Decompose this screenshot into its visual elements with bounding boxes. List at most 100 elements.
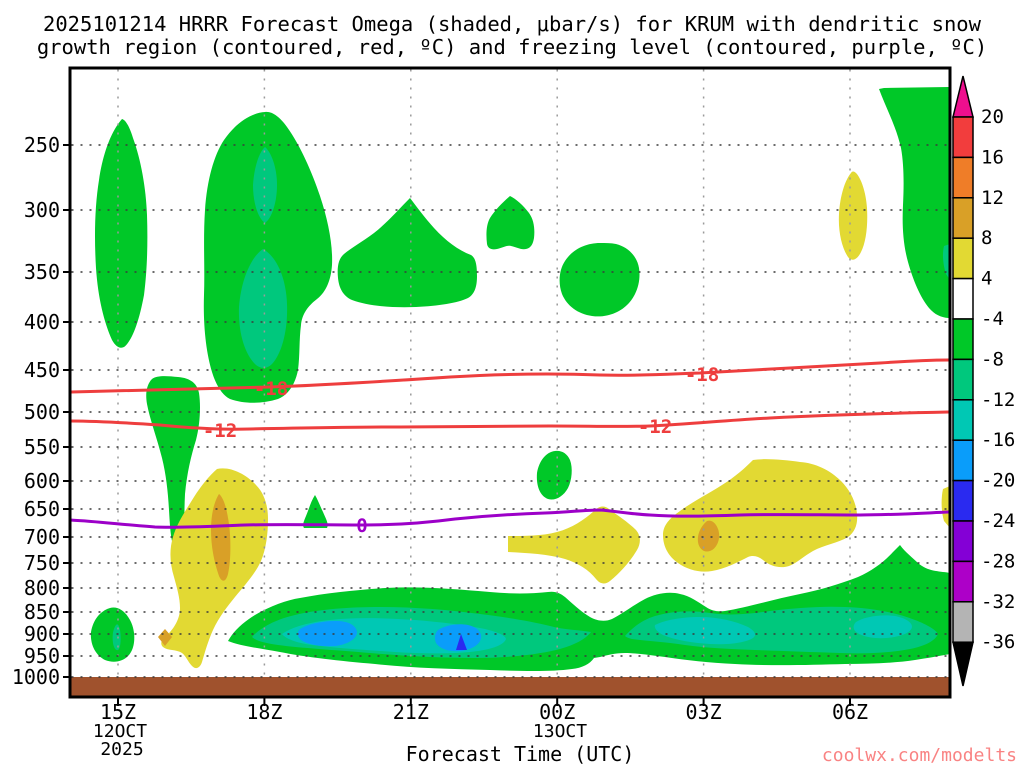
y-axis-labels: 250 300 350 400 450 500 550 600 650 700 …: [12, 133, 60, 689]
colorbar-band: [952, 237, 974, 280]
colorbar-label: -8: [981, 348, 1004, 370]
skyblue-core-19z: [297, 621, 357, 647]
teal-core-18z-small: [253, 147, 277, 223]
colorbar-label: 4: [981, 268, 992, 290]
x-tick-label: 03Z: [686, 700, 722, 724]
y-tick-label: 1000: [12, 665, 60, 689]
green-dome-21z: [337, 198, 477, 308]
y-tick-label: 800: [24, 576, 60, 600]
y-tick-label: 500: [24, 400, 60, 424]
colorbar-label: -32: [981, 591, 1015, 613]
blue-core-22z: [456, 634, 467, 650]
y-tick-label: 650: [24, 497, 60, 521]
colorbar-label: -4: [981, 308, 1004, 330]
teal-sliver-15z-low: [112, 624, 121, 651]
yellow-strip-right-edge: [941, 486, 949, 527]
colorbar-band: [952, 399, 974, 441]
y-tick-label: 250: [24, 133, 60, 157]
colorbar-band: [952, 277, 974, 320]
green-blob-15z-low: [90, 607, 135, 662]
colorbar-under-arrow: [952, 641, 974, 687]
yellow-oval-06z-upper: [838, 171, 868, 260]
green-oval-00z: [559, 243, 640, 317]
terrain-surface-strip: [71, 677, 949, 696]
x-axis-title: Forecast Time (UTC): [406, 742, 635, 766]
green-cap-23z: [486, 196, 535, 250]
colorbar-band: [952, 439, 974, 482]
chart-title-line2: growth region (contoured, red, ºC) and f…: [37, 35, 987, 59]
colorbar-band: [952, 601, 974, 643]
colorbar-label: -16: [981, 429, 1015, 451]
yellow-bowtie-00z: [508, 506, 640, 584]
colorbar-label: -36: [981, 631, 1015, 653]
gridlines: [71, 69, 949, 678]
green-column-16z-mid: [146, 376, 200, 550]
y-tick-label: 600: [24, 469, 60, 493]
colorbar-band: [952, 358, 974, 401]
y-tick-label: 450: [24, 358, 60, 382]
teal-core-18z-large: [238, 249, 288, 368]
y-tick-label: 350: [24, 260, 60, 284]
green-region-15z-upper: [95, 119, 148, 348]
colorbar-label: 20: [981, 106, 1004, 128]
contour-freezing-level: [71, 508, 949, 529]
colorbar-label: -24: [981, 510, 1015, 532]
colorbar-band: [952, 520, 974, 563]
amber-core-03z: [697, 520, 720, 552]
contour-label-zero: 0: [356, 515, 367, 537]
y-tick-label: 300: [24, 198, 60, 222]
x-tick-label: 06Z: [832, 700, 868, 724]
x-year-label: 2025: [100, 739, 143, 760]
colorbar-label: -12: [981, 389, 1015, 411]
chart-title-line1: 2025101214 HRRR Forecast Omega (shaded, …: [43, 12, 982, 36]
x-date-label-second: 13OCT: [533, 721, 587, 742]
x-tick-label: 21Z: [393, 700, 429, 724]
contour-label-minus18-right: -18: [685, 364, 719, 386]
y-tick-label: 400: [24, 310, 60, 334]
skyblue-core-22z: [434, 624, 482, 652]
x-tick-label: 18Z: [246, 700, 282, 724]
x-axis-labels: 15Z 18Z 21Z 00Z 03Z 06Z 12OCT 2025 13OCT…: [93, 700, 868, 766]
colorbar-label: 8: [981, 227, 992, 249]
colorbar-band: [952, 479, 974, 522]
contour-minus12C: [71, 410, 949, 431]
contour-label-texts: -18 -18 -12 -12 0: [203, 364, 719, 537]
contour-lines: [71, 358, 949, 529]
y-tick-label: 850: [24, 600, 60, 624]
turquoise-core-06z: [853, 615, 912, 639]
colorbar-band: [952, 116, 974, 159]
contour-label-minus12-right: -12: [638, 416, 672, 438]
colorbar-label: 12: [981, 187, 1004, 209]
watermark: coolwx.com/modelts: [822, 745, 1017, 766]
contour-minus18C: [71, 358, 949, 394]
green-blob-above-freezing-19z: [303, 495, 328, 528]
x-tick-label: 00Z: [539, 700, 575, 724]
colorbar-band: [952, 156, 974, 199]
x-tick-label: 15Z: [100, 700, 136, 724]
contour-label-minus18-left: -18: [254, 378, 288, 400]
colorbar-over-arrow: [952, 75, 974, 118]
colorbar-label: -20: [981, 470, 1015, 492]
y-tick-label: 700: [24, 525, 60, 549]
green-region-top-right: [879, 87, 949, 318]
colorbar-band: [952, 197, 974, 239]
y-tick-label: 750: [24, 551, 60, 575]
colorbar: 20 16 12 8 4 -4 -8 -12 -16 -20 -24 -28 -…: [952, 75, 1015, 687]
x-date-label-first: 12OCT: [93, 721, 147, 742]
y-tick-label: 950: [24, 644, 60, 668]
colorbar-band: [952, 318, 974, 361]
colorbar-label: 16: [981, 146, 1004, 168]
green-blob-near-00z-mid: [536, 450, 572, 500]
axis-ticks: [63, 144, 851, 706]
yellow-column-17z: [161, 468, 268, 669]
contour-label-minus12-left: -12: [203, 420, 237, 442]
y-tick-label: 550: [24, 435, 60, 459]
plot-border: [68, 66, 952, 699]
amber-core-17z: [211, 494, 231, 581]
y-tick-label: 900: [24, 622, 60, 646]
colorbar-label: -28: [981, 550, 1015, 572]
teal-sliver-top-right: [942, 244, 949, 278]
shaded-omega-regions: [71, 87, 949, 696]
